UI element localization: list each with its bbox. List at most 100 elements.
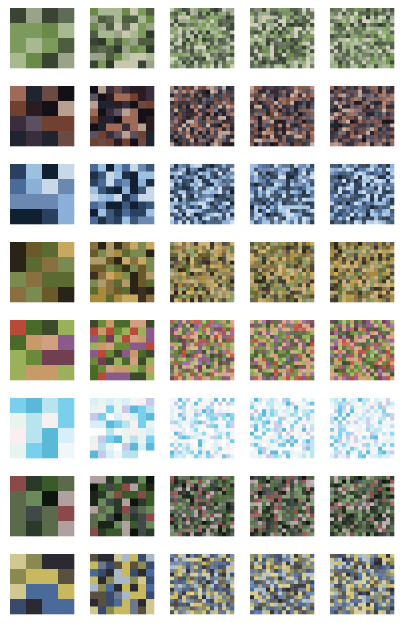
pixel xyxy=(358,294,363,299)
pixel xyxy=(146,287,155,295)
pixel xyxy=(382,8,387,13)
pixel xyxy=(334,101,339,106)
pixel xyxy=(42,272,59,288)
pixel xyxy=(350,216,355,221)
pixel xyxy=(366,101,371,106)
pixel xyxy=(302,357,307,362)
pixel xyxy=(206,249,211,254)
pixel xyxy=(278,335,283,340)
pixel xyxy=(274,23,279,28)
pixel xyxy=(250,365,255,370)
pixel xyxy=(358,335,363,340)
pixel xyxy=(170,119,175,124)
pixel xyxy=(302,439,307,444)
pixel xyxy=(382,365,387,370)
pixel xyxy=(270,424,275,429)
pixel xyxy=(378,131,383,136)
pixel xyxy=(282,413,287,418)
pixel xyxy=(130,249,139,258)
pixel xyxy=(334,194,339,199)
pixel xyxy=(262,398,267,403)
pixel xyxy=(354,38,359,43)
pixel xyxy=(214,220,219,225)
pixel xyxy=(98,257,107,265)
pixel xyxy=(310,245,315,250)
pixel xyxy=(42,23,59,39)
pixel xyxy=(378,205,383,210)
pixel xyxy=(174,428,179,433)
pixel xyxy=(138,272,147,280)
pixel xyxy=(222,138,227,143)
pixel xyxy=(350,327,355,332)
pixel xyxy=(378,216,383,221)
pixel xyxy=(366,331,371,336)
pixel xyxy=(250,338,255,343)
pixel xyxy=(290,350,295,355)
pixel xyxy=(226,294,231,299)
pixel xyxy=(106,398,115,406)
pixel xyxy=(390,171,395,176)
pixel xyxy=(278,275,283,280)
pixel xyxy=(206,376,211,381)
pixel xyxy=(202,283,207,288)
pixel xyxy=(306,26,311,31)
pixel xyxy=(302,56,307,61)
pixel xyxy=(266,260,271,265)
pixel xyxy=(210,201,215,206)
pixel xyxy=(278,287,283,292)
pixel xyxy=(114,93,123,102)
pixel xyxy=(310,323,315,328)
pixel xyxy=(374,409,379,414)
pixel xyxy=(198,41,203,46)
pixel xyxy=(190,45,195,50)
pixel xyxy=(178,179,183,184)
pixel xyxy=(214,131,219,136)
pixel xyxy=(198,275,203,280)
pixel xyxy=(98,86,107,94)
pixel xyxy=(350,220,355,225)
pixel xyxy=(274,93,279,98)
pixel xyxy=(366,298,371,303)
pixel xyxy=(270,257,275,262)
pixel xyxy=(354,216,359,221)
pixel xyxy=(334,283,339,288)
pixel xyxy=(214,64,219,69)
pixel xyxy=(366,134,371,139)
pixel xyxy=(298,260,303,265)
pixel xyxy=(214,201,219,206)
pixel xyxy=(386,409,391,414)
pixel xyxy=(186,56,191,61)
pixel xyxy=(182,331,187,336)
pixel xyxy=(170,405,175,410)
pixel xyxy=(202,104,207,109)
pixel xyxy=(198,450,203,455)
pixel xyxy=(366,64,371,69)
pixel xyxy=(230,376,235,381)
pixel xyxy=(146,335,155,343)
pixel xyxy=(290,416,295,421)
pixel xyxy=(358,93,363,98)
pixel xyxy=(286,179,291,184)
pixel xyxy=(202,264,207,269)
pixel xyxy=(190,194,195,199)
pixel xyxy=(334,372,339,377)
pixel xyxy=(358,268,363,273)
pixel xyxy=(254,212,259,217)
pixel xyxy=(330,338,335,343)
pixel xyxy=(58,116,75,132)
pixel xyxy=(210,41,215,46)
pixel xyxy=(214,439,219,444)
pixel xyxy=(358,8,363,13)
pixel xyxy=(354,56,359,61)
pixel xyxy=(302,320,307,325)
pixel xyxy=(226,201,231,206)
pixel xyxy=(194,435,199,440)
pixel xyxy=(362,298,367,303)
pixel xyxy=(10,194,27,210)
pixel xyxy=(258,435,263,440)
pixel xyxy=(386,164,391,169)
pixel xyxy=(174,26,179,31)
pixel xyxy=(362,60,367,65)
pixel xyxy=(282,38,287,43)
pixel xyxy=(274,253,279,258)
